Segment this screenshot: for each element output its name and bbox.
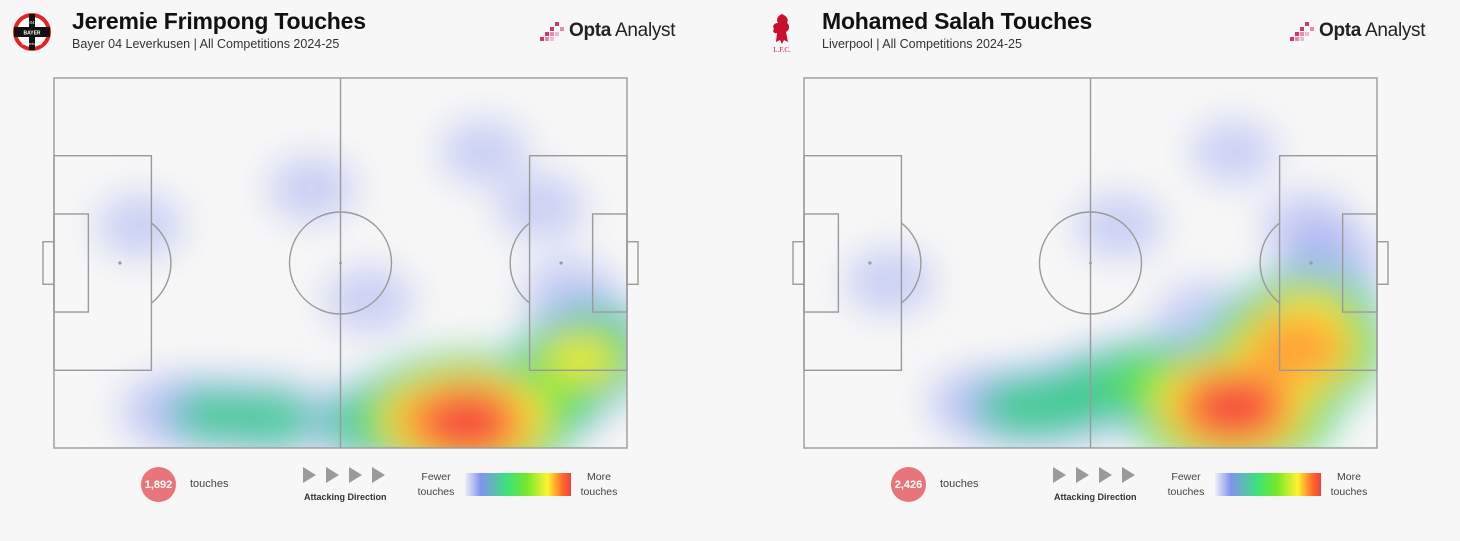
- heat-layer: [845, 120, 1377, 448]
- heat-halo: [96, 193, 184, 259]
- opta-analyst-logo: Opta Analyst: [1290, 18, 1426, 44]
- heat-halo: [496, 174, 586, 241]
- attacking-direction-label: Attacking Direction: [304, 492, 387, 502]
- chart-subtitle: Liverpool | All Competitions 2024-25: [822, 37, 1022, 51]
- centre-circle: [288, 211, 393, 315]
- centre-circle: [1038, 211, 1143, 315]
- pitch-heatmap: [42, 77, 639, 449]
- touches-label: touches: [190, 478, 229, 490]
- penalty-arc-left: [150, 222, 172, 304]
- goal-left: [792, 241, 805, 285]
- goal-area-left: [53, 213, 90, 313]
- panel-salah: L.F.C. Mohamed Salah Touches Liverpool |…: [750, 0, 1460, 541]
- pitch-heatmap: [792, 77, 1389, 449]
- fewer-touches-label: Fewer touches: [1167, 471, 1205, 498]
- goal-left: [42, 241, 55, 285]
- crest-text-04: 04: [29, 20, 35, 25]
- touches-count-badge: 2,426: [891, 467, 926, 502]
- brand-text: Opta Analyst: [569, 20, 676, 41]
- more-touches-label: More touches: [580, 471, 618, 498]
- centre-spot: [1089, 261, 1092, 265]
- penalty-spot-left: [118, 261, 122, 265]
- heat-halo: [324, 266, 414, 334]
- centre-spot: [339, 261, 342, 265]
- penalty-spot-right: [1309, 261, 1313, 265]
- attacking-direction-label: Attacking Direction: [1054, 492, 1137, 502]
- touches-count-badge: 1,892: [141, 467, 176, 502]
- heat-halo: [440, 119, 528, 185]
- heat-spot: [1186, 376, 1281, 439]
- touches-label: touches: [940, 478, 979, 490]
- color-scale: [1215, 473, 1321, 496]
- penalty-spot-left: [868, 261, 872, 265]
- penalty-arc-right: [1259, 222, 1281, 304]
- legend-footer: 2,426 touches Attacking Direction Fewer t…: [750, 462, 1460, 522]
- heat-spot: [231, 391, 313, 446]
- brand-text: Opta Analyst: [1319, 20, 1426, 41]
- goal-right: [626, 241, 639, 285]
- heat-spot: [545, 335, 618, 384]
- heat-halo: [1262, 192, 1355, 260]
- attacking-direction-arrows-icon: [1053, 467, 1135, 483]
- chart-title: Mohamed Salah Touches: [822, 8, 1093, 34]
- fewer-touches-label: Fewer touches: [417, 471, 455, 498]
- pitch-markings: [792, 77, 1389, 449]
- heat-halo: [845, 248, 935, 315]
- heat-halo: [267, 156, 357, 222]
- goal-area-left: [803, 213, 840, 313]
- penalty-arc-right: [509, 222, 531, 304]
- heat-spot: [1249, 316, 1345, 380]
- opta-analyst-logo: Opta Analyst: [540, 18, 676, 44]
- heat-spot: [175, 388, 254, 441]
- panel-frimpong: BAYER 04 Leverkusen Jeremie Frimpong Tou…: [0, 8, 730, 522]
- leverkusen-crest-icon: BAYER 04 Leverkusen: [13, 13, 51, 51]
- liverpool-liverbird-icon: L.F.C.: [773, 14, 791, 54]
- crest-text-lfc: L.F.C.: [773, 46, 791, 54]
- more-touches-label: More touches: [1330, 471, 1368, 498]
- pitch-markings: [42, 77, 639, 449]
- penalty-area-left: [53, 154, 153, 372]
- legend-footer: 1,892 touches Attacking Direction Fewer t…: [0, 462, 730, 522]
- chart-title: Jeremie Frimpong Touches: [72, 8, 366, 34]
- crest-text-leverkusen: Leverkusen: [22, 41, 43, 46]
- heat-spot: [419, 390, 514, 448]
- heat-halo: [1074, 193, 1164, 259]
- opta-dots-icon: [540, 22, 564, 41]
- heat-spot: [979, 379, 1065, 436]
- color-scale: [465, 473, 571, 496]
- chart-subtitle: Bayer 04 Leverkusen | All Competitions 2…: [72, 37, 340, 51]
- goal-right: [1376, 241, 1389, 285]
- penalty-spot-right: [559, 261, 563, 265]
- opta-dots-icon: [1290, 22, 1314, 41]
- penalty-arc-left: [900, 222, 922, 304]
- heat-halo: [1190, 120, 1277, 184]
- attacking-direction-arrows-icon: [303, 467, 385, 483]
- heat-layer: [96, 119, 627, 448]
- crest-text-bayer: BAYER: [23, 31, 40, 37]
